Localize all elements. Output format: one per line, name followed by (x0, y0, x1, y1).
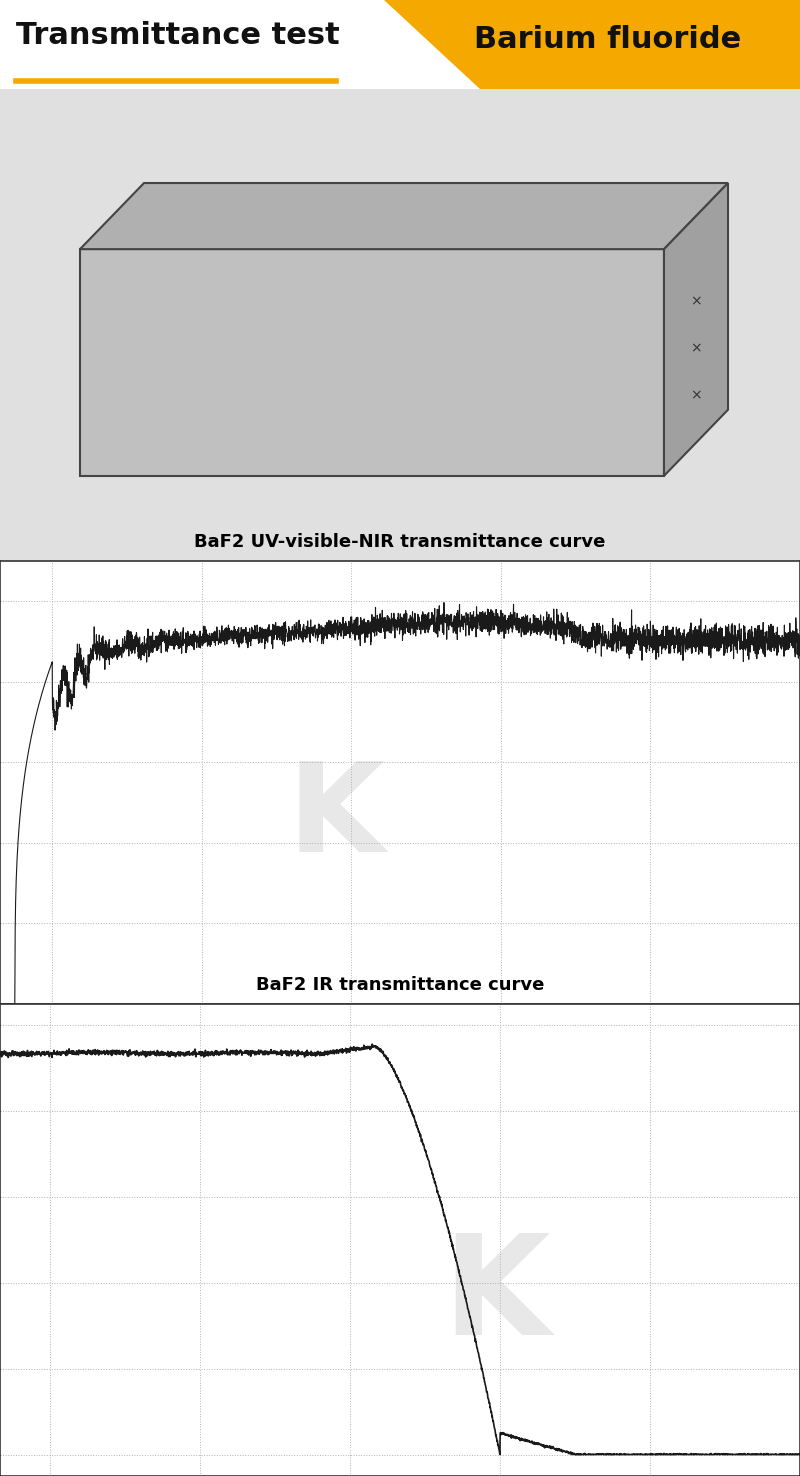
Text: Transmittance test: Transmittance test (16, 21, 340, 50)
Polygon shape (80, 183, 728, 249)
Text: ×: × (690, 294, 702, 308)
Text: K: K (287, 757, 385, 878)
Text: ×: × (690, 341, 702, 356)
Polygon shape (384, 0, 800, 89)
Text: K: K (442, 1230, 550, 1364)
Title: BaF2 UV-visible-NIR transmittance curve: BaF2 UV-visible-NIR transmittance curve (194, 533, 606, 551)
Polygon shape (664, 183, 728, 475)
Text: Barium fluoride: Barium fluoride (474, 25, 742, 55)
X-axis label: Wavelength / nm: Wavelength / nm (335, 1033, 465, 1048)
Text: ×: × (690, 388, 702, 403)
FancyBboxPatch shape (80, 249, 664, 475)
Title: BaF2 IR transmittance curve: BaF2 IR transmittance curve (256, 976, 544, 993)
